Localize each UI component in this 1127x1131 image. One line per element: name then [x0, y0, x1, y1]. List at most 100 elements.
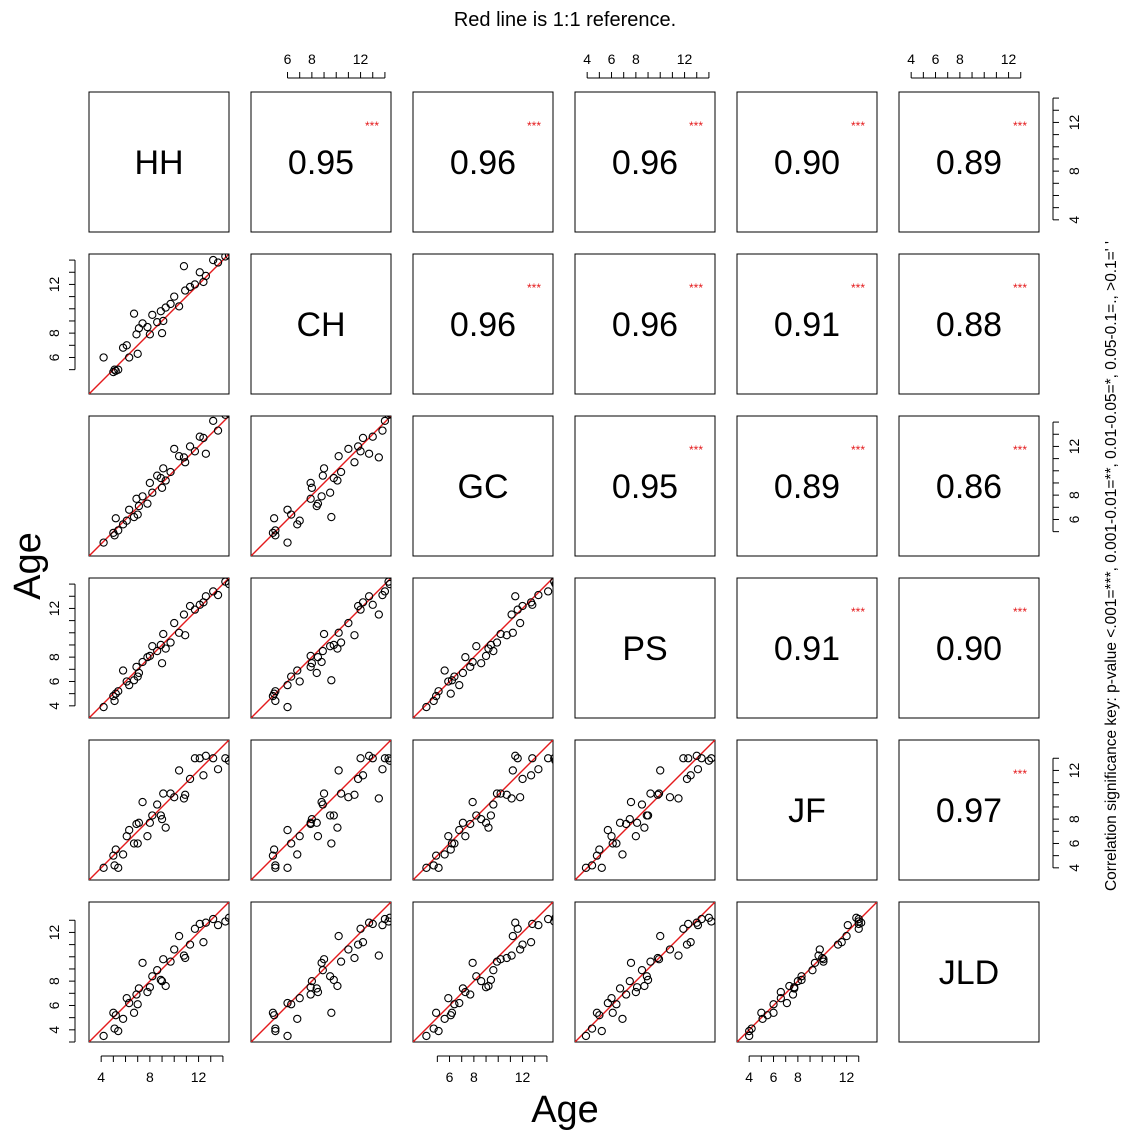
data-point: [213, 590, 223, 600]
data-point: [842, 931, 851, 941]
diagonal-label: JLD: [939, 954, 999, 992]
data-point: [306, 662, 315, 672]
tick-label: 12: [1066, 762, 1082, 778]
significance-marker: ***: [1013, 767, 1027, 781]
panel-frame: [412, 577, 554, 719]
right-axis-row-0: 4 8 12: [1052, 97, 1082, 224]
correlation-value: 0.96: [450, 306, 516, 344]
tick-label: 8: [46, 977, 62, 985]
panel-plot-area: [737, 902, 877, 1042]
data-point: [455, 825, 464, 835]
significance-marker: ***: [1013, 281, 1027, 295]
data-point: [138, 797, 147, 807]
tick-label: 8: [308, 51, 316, 67]
data-point: [615, 818, 625, 827]
data-point: [507, 794, 516, 803]
data-point: [653, 790, 662, 799]
data-point: [384, 754, 391, 763]
data-point: [458, 668, 468, 678]
data-point: [592, 851, 602, 860]
data-point: [466, 990, 475, 999]
data-point: [148, 310, 157, 320]
significance-key: Correlation significance key: p-value <.…: [1103, 241, 1120, 891]
data-point: [334, 452, 343, 461]
panel-4-3: [574, 739, 716, 881]
data-point: [358, 433, 368, 443]
tick-label: 6: [1066, 515, 1082, 523]
panel-0-1: *** 0.95: [250, 91, 392, 233]
data-point: [99, 1031, 108, 1041]
data-point: [769, 1000, 778, 1009]
data-point: [199, 938, 208, 947]
correlation-value: 0.89: [936, 144, 1002, 182]
data-point: [125, 825, 134, 835]
data-point: [444, 832, 453, 841]
reference-line: [575, 740, 715, 880]
data-point: [190, 754, 200, 763]
data-point: [378, 590, 387, 600]
data-point: [99, 863, 108, 872]
correlation-value: 0.90: [936, 630, 1002, 668]
panel-frame: [898, 415, 1040, 557]
data-point: [344, 444, 353, 454]
data-point: [378, 920, 387, 930]
data-point: [643, 975, 653, 985]
data-point: [477, 976, 486, 986]
tick-label: 12: [46, 600, 62, 616]
data-point: [496, 789, 505, 798]
data-point: [631, 987, 641, 997]
panel-1-3: *** 0.96: [574, 253, 716, 395]
tick-label: 4: [745, 1069, 753, 1085]
data-point: [496, 629, 505, 639]
data-point: [174, 766, 184, 775]
data-point: [319, 464, 329, 473]
left-axis-row-5: 4 6 8 12: [46, 919, 76, 1043]
reference-line: [89, 902, 229, 1042]
data-point: [118, 850, 128, 859]
tick-label: 8: [956, 51, 964, 67]
data-point: [450, 839, 459, 848]
data-point: [161, 303, 170, 312]
data-point: [334, 931, 343, 941]
reference-line: [251, 416, 391, 556]
bottom-axis-col-2: 6 8 12: [436, 1055, 548, 1085]
data-point: [306, 818, 315, 827]
panel-frame: [574, 253, 716, 395]
data-point: [528, 919, 537, 929]
data-point: [385, 579, 391, 589]
data-point: [159, 464, 168, 473]
data-point: [143, 322, 152, 332]
data-point: [295, 516, 304, 525]
data-point: [306, 983, 315, 992]
data-point: [637, 800, 647, 809]
data-point: [138, 319, 147, 328]
data-point: [283, 538, 292, 547]
tick-label: 12: [1001, 51, 1017, 67]
data-point: [782, 998, 792, 1008]
correlation-value: 0.95: [612, 468, 678, 506]
data-point: [313, 652, 323, 662]
data-point: [686, 771, 695, 780]
data-point: [492, 957, 502, 966]
data-point: [156, 307, 165, 316]
panel-plot-area: [413, 578, 553, 718]
data-point: [643, 811, 653, 820]
significance-marker: ***: [851, 119, 865, 133]
tick-label: 6: [46, 1001, 62, 1009]
data-point: [543, 587, 553, 596]
data-point: [455, 998, 464, 1008]
data-point: [484, 981, 493, 991]
data-point: [646, 789, 655, 798]
data-point: [384, 416, 391, 419]
data-point: [161, 644, 170, 653]
panel-frame: [412, 91, 554, 233]
data-point: [429, 696, 438, 706]
panel-frame: [898, 577, 1040, 719]
top-axis-col-3: 4 6 8 12: [583, 51, 710, 79]
panel-0-0: HH: [88, 91, 230, 233]
data-point: [159, 955, 168, 964]
data-point: [615, 984, 625, 993]
left-axis-row-1: 6 8 12: [46, 259, 76, 371]
data-point: [745, 1026, 754, 1036]
data-point: [307, 659, 317, 668]
